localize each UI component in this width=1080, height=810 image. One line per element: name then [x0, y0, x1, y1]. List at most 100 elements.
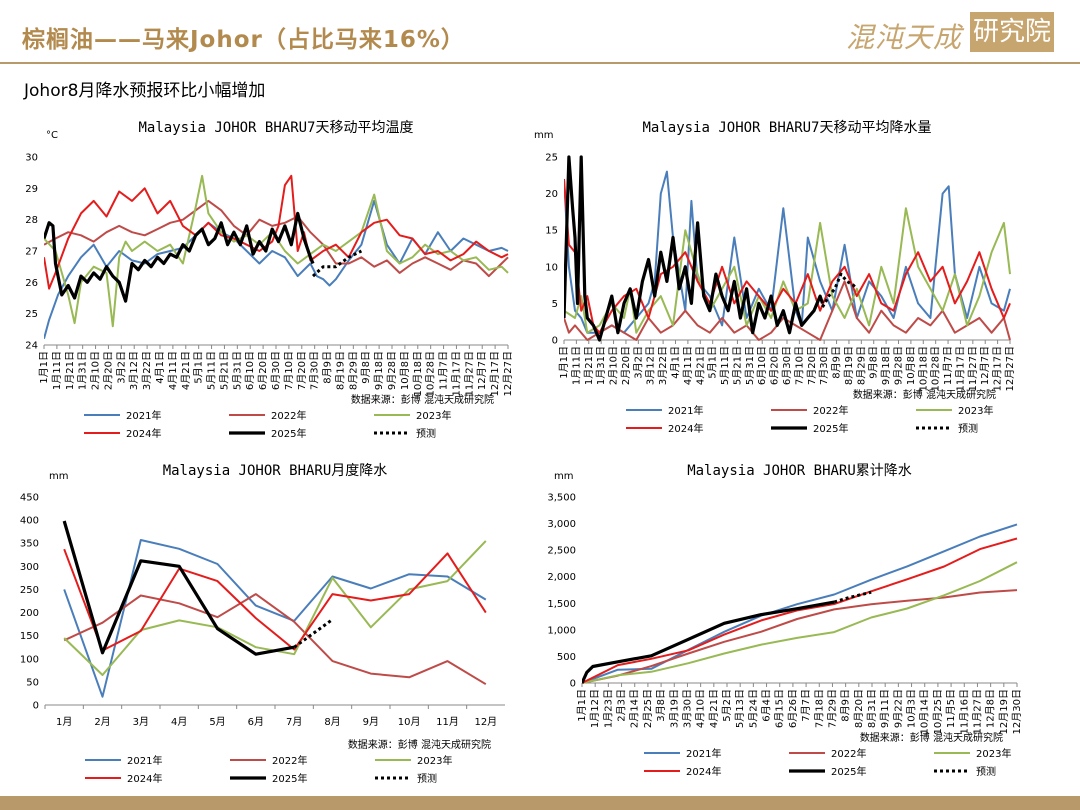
x-tick-label: 4月21日 — [180, 351, 192, 390]
x-tick-label: 1月11日 — [570, 346, 582, 385]
series-line-2023年 — [582, 561, 1018, 684]
x-tick-label: 3月19日 — [668, 689, 680, 728]
x-tick-label: 2月3日 — [616, 689, 628, 722]
y-tick-label: 20 — [545, 189, 558, 200]
legend-label: 2023年 — [416, 409, 451, 422]
x-tick-label: 6月10日 — [244, 351, 256, 390]
legend-label: 预测 — [417, 772, 437, 785]
x-tick-label: 12月19日 — [998, 689, 1010, 734]
x-tick-label: 6月10日 — [756, 346, 768, 385]
x-tick-label: 2月10日 — [608, 346, 620, 385]
legend-label: 2025年 — [272, 772, 307, 785]
x-tick-label: 12月 — [474, 716, 497, 728]
x-tick-label: 8月9日 — [831, 346, 843, 379]
y-tick-label: 50 — [26, 677, 39, 688]
x-tick-label: 5月31日 — [744, 346, 756, 385]
x-tick-label: 1月 — [56, 716, 72, 728]
chart-svg: Malaysia JOHOR BHARU月度降水 mm 0 50 100 150 200 25… — [20, 463, 505, 785]
series-line-2024年 — [582, 537, 1018, 684]
y-tick-label: 0 — [552, 336, 558, 347]
legend-label: 2021年 — [668, 404, 703, 417]
x-tick-label: 10月28日 — [425, 351, 437, 396]
x-tick-label: 3月 — [133, 716, 149, 728]
y-tick-label: 29 — [25, 184, 38, 195]
x-tick-label: 7月10日 — [283, 351, 295, 390]
x-tick-label: 4月11日 — [167, 351, 179, 390]
chart-title: Malaysia JOHOR BHARU7天移动平均降水量 — [642, 120, 931, 136]
x-tick-label: 10月14日 — [919, 689, 931, 734]
x-tick-label: 1月31日 — [595, 346, 607, 385]
x-tick-label: 10月18日 — [412, 351, 424, 396]
x-tick-label: 3月22日 — [141, 351, 153, 390]
x-tick-label: 5月1日 — [193, 351, 205, 384]
x-tick-label: 4月1日 — [670, 346, 682, 379]
legend-label: 2024年 — [686, 765, 721, 778]
x-tick-label: 7月7日 — [800, 689, 812, 722]
x-tick-label: 4月21日 — [708, 689, 720, 728]
source-note: 数据来源：彭博 混沌天成研究院 — [860, 731, 1003, 744]
legend-label: 2021年 — [126, 409, 161, 422]
y-tick-label: 100 — [20, 654, 39, 665]
x-tick-label: 11月16日 — [958, 689, 970, 734]
series-line-2022年 — [582, 589, 1018, 684]
x-tick-label: 9月18日 — [880, 346, 892, 385]
x-tick-label: 4月11日 — [682, 346, 694, 385]
series-line-预测 — [821, 272, 858, 308]
series-line-2025年 — [62, 520, 295, 656]
x-tick-label: 11月27日 — [971, 689, 983, 734]
x-tick-label: 3月22日 — [657, 346, 669, 385]
series-group — [564, 155, 1011, 342]
series-group — [582, 523, 1018, 684]
x-tick-label: 7月10日 — [793, 346, 805, 385]
x-tick-label: 10月25日 — [932, 689, 944, 734]
x-tick-label: 7月30日 — [818, 346, 830, 385]
legend-label: 2021年 — [127, 754, 162, 767]
x-tick-label: 5月21日 — [218, 351, 230, 390]
legend-label: 预测 — [976, 765, 996, 778]
x-tick-label: 1月21日 — [583, 346, 595, 385]
x-tick-label: 12月8日 — [985, 689, 997, 728]
slide-subtitle: Johor8月降水预报环比小幅增加 — [24, 81, 266, 101]
series-line-预测 — [311, 249, 363, 278]
y-tick-label: 25 — [545, 153, 558, 164]
legend-label: 2022年 — [272, 754, 307, 767]
x-tick-label: 5月 — [209, 716, 225, 728]
chart-monthly-rainfall: Malaysia JOHOR BHARU月度降水 mm 0 50 100 150 200 25… — [0, 455, 540, 793]
legend-label: 2021年 — [686, 747, 721, 760]
y-tick-label: 10 — [545, 262, 558, 273]
legend-label: 预测 — [958, 422, 978, 435]
y-tick-label: 500 — [557, 652, 576, 663]
y-tick-label: 25 — [25, 309, 38, 320]
chart-svg: Malaysia JOHOR BHARU7天移动平均降水量mm051015202… — [534, 120, 1016, 435]
x-tick-label: 12月17日 — [992, 346, 1004, 391]
legend-label: 2022年 — [813, 404, 848, 417]
x-tick-label: 7月30日 — [309, 351, 321, 390]
x-tick-label: 8月20日 — [853, 689, 865, 728]
y-tick-label: 3,000 — [547, 519, 576, 530]
source-note: 数据来源：彭博 混沌天成研究院 — [351, 393, 494, 406]
x-tick-label: 8月29日 — [855, 346, 867, 385]
legend-label: 2022年 — [271, 409, 306, 422]
x-tick-label: 8月31日 — [866, 689, 878, 728]
series-line-预测 — [833, 590, 872, 604]
legend-label: 2022年 — [831, 747, 866, 760]
x-tick-label: 7月18日 — [813, 689, 825, 728]
x-tick-label: 10月8日 — [399, 351, 411, 390]
legend-label: 预测 — [416, 427, 436, 440]
x-tick-label: 11月5日 — [945, 689, 957, 728]
x-tick-label: 7月 — [286, 716, 302, 728]
y-tick-label: 150 — [20, 631, 39, 642]
x-tick-label: 10月28日 — [930, 346, 942, 391]
series-line-2021年 — [582, 523, 1018, 684]
legend-label: 2025年 — [271, 427, 306, 440]
x-tick-label: 9月22日 — [892, 689, 904, 728]
chart-7day-rainfall: Malaysia JOHOR BHARU7天移动平均降水量 mm 0 5 10 15 20 2… — [534, 110, 1080, 455]
series-line-2025年 — [44, 211, 315, 303]
y-unit-label: °C — [46, 130, 58, 141]
chart-svg: Malaysia JOHOR BHARU累计降水 mm 0 500 1,000 1,500… — [547, 463, 1023, 778]
legend-label: 2025年 — [831, 765, 866, 778]
x-tick-label: 2月25日 — [642, 689, 654, 728]
x-tick-label: 8月19日 — [843, 346, 855, 385]
x-tick-label: 7月20日 — [296, 351, 308, 390]
x-tick-label: 7月29日 — [826, 689, 838, 728]
